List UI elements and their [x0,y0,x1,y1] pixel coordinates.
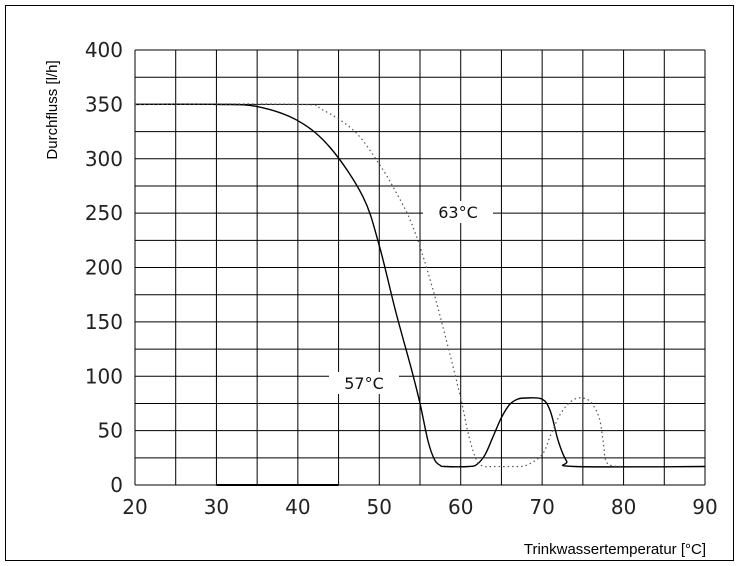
y-tick-label: 0 [110,473,123,497]
y-tick-label: 400 [85,38,123,62]
x-tick-label: 50 [367,495,392,519]
curve-labels: 63°C 57°C [329,201,493,394]
x-axis-label: Trinkwassertemperatur [°C] [524,541,706,558]
tick-labels: 20 30 40 50 60 70 80 90 0 50 100 150 200 250 300 350 400 [85,38,718,519]
series-line-57c [134,103,706,468]
x-tick-label: 20 [122,495,147,519]
y-tick-label: 300 [85,147,123,171]
y-tick-label: 150 [85,310,123,334]
series-line-63c [134,103,624,468]
label-63c-bg [423,201,493,223]
x-tick-label: 40 [285,495,310,519]
y-tick-label: 350 [85,92,123,116]
label-57c: 57°C [344,374,384,393]
chart-frame [5,5,734,561]
label-63c: 63°C [438,203,478,222]
x-tick-label: 60 [448,495,473,519]
grid [134,49,706,486]
x-tick-label: 80 [611,495,636,519]
series-layer [134,103,706,468]
x-tick-label: 90 [692,495,717,519]
y-axis-label: Durchfluss [l/h] [44,60,61,159]
y-tick-label: 200 [85,256,123,280]
x-tick-label: 30 [204,495,229,519]
x-tick-label: 70 [529,495,554,519]
y-tick-label: 100 [85,364,123,388]
y-tick-label: 50 [98,419,123,443]
y-tick-label: 250 [85,201,123,225]
label-57c-bg [329,372,399,394]
